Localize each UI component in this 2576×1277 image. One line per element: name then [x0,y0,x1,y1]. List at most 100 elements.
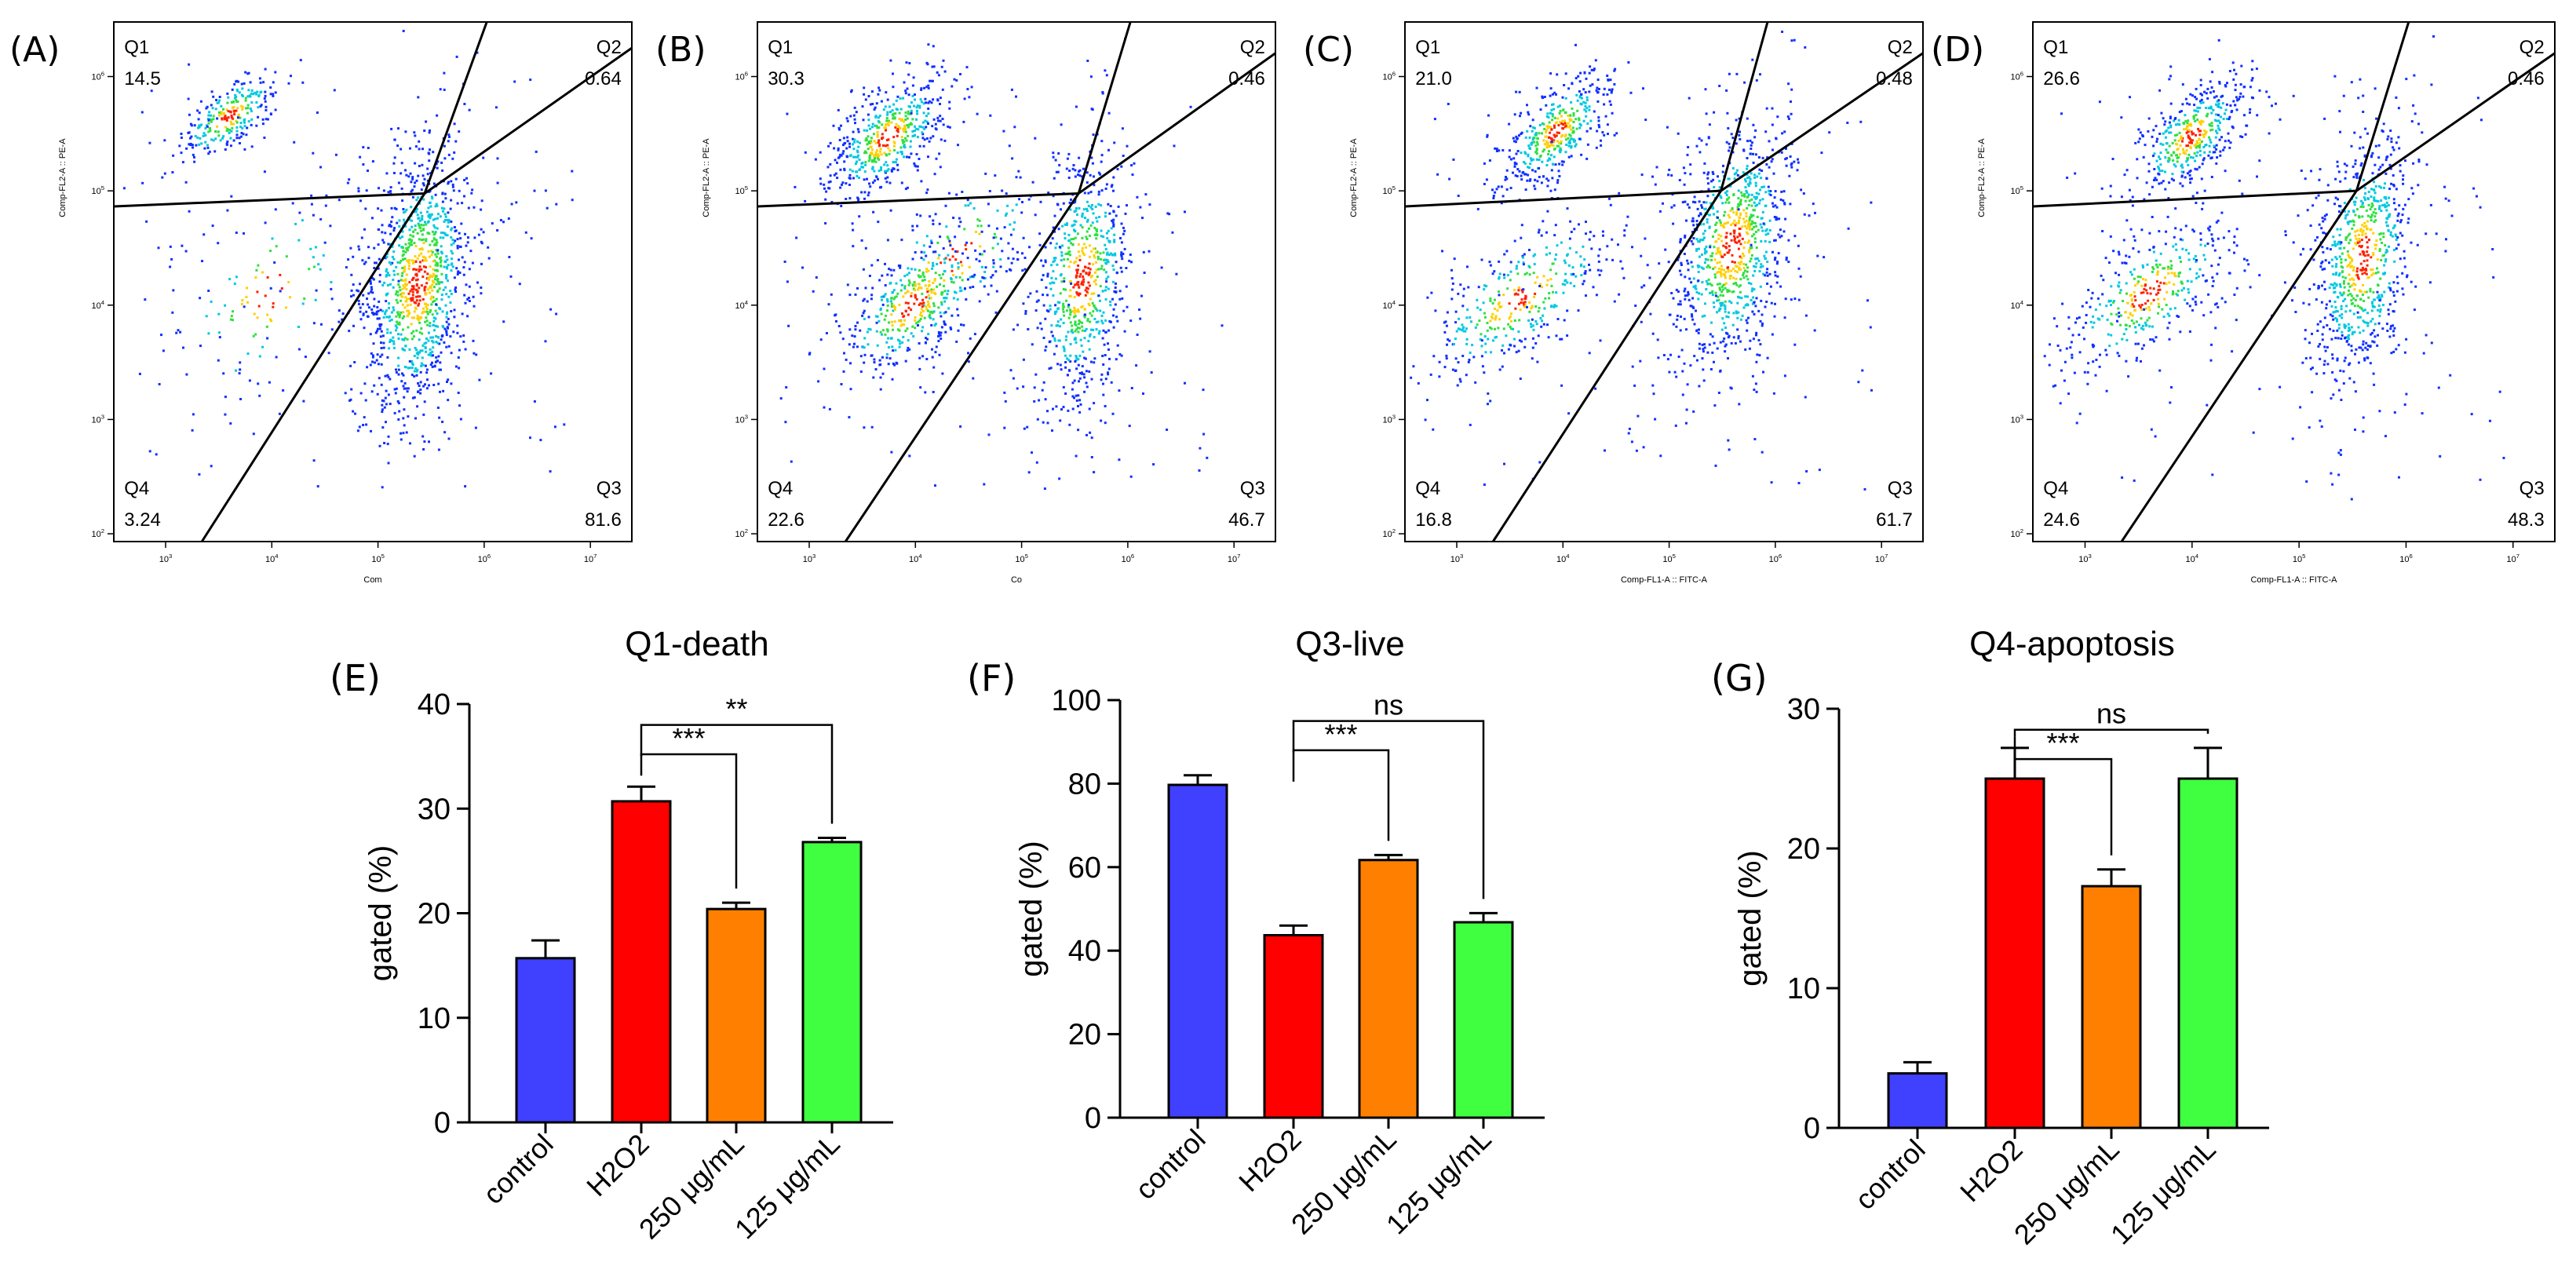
y-tick-label: 105 [91,184,104,196]
y-tick-label: 40 [1068,935,1101,968]
x-tick-label: 107 [2507,553,2520,564]
y-tick-label: 10 [418,1002,451,1035]
x-axis-label: Com [363,575,381,585]
x-axis-label: Comp-FL1-A :: FITC-A [2250,575,2337,585]
quadrant-value-q4: 24.6 [2043,509,2080,531]
scatter-points [1410,31,1873,491]
quadrant-gate-line [2120,190,2358,542]
y-tick-label: 103 [2010,413,2023,425]
y-tick-label: 104 [2010,299,2023,311]
bar-chart-0: (E) Q1-death 0 10 20 30 40 gated (%) control H2O2… [330,625,893,1245]
y-tick-label: 10 [1787,972,1820,1005]
x-tick-label: 107 [1875,553,1888,564]
quadrant-value-q4: 16.8 [1415,509,1452,531]
plot-frame [2032,21,2556,542]
quadrant-name: Q4 [124,478,149,499]
x-axis-label: Comp-FL1-A :: FITC-A [1621,575,1708,585]
y-tick-label: 102 [91,527,104,539]
x-tick-label: 125 μg/mL [2104,1133,2222,1251]
x-tick-label: 105 [1662,553,1676,564]
x-tick-label: control [1129,1123,1211,1206]
bar [1984,777,2045,1129]
y-tick-label: 104 [735,299,748,311]
y-tick-label: 20 [1068,1019,1101,1052]
y-tick-label: 20 [418,898,451,931]
x-tick-label: 103 [2078,553,2092,564]
y-tick-label: 100 [1052,684,1101,717]
panel-label: (F) [967,657,1016,699]
quadrant-gate-line [2355,21,2410,192]
quadrant-value-q3: 48.3 [2508,509,2545,531]
quadrant-name: Q1 [768,37,793,58]
y-tick-label: 80 [1068,768,1101,801]
significance-bracket [640,724,834,824]
panel-label: (E) [330,657,381,699]
panel-label: (A) [9,30,60,70]
quadrant-value-q1: 26.6 [2043,68,2080,89]
x-tick-label: 104 [265,553,279,564]
y-tick-label: 106 [2010,71,2023,82]
quadrant-name: Q2 [2519,37,2545,58]
significance-bracket [640,753,738,889]
quadrant-gate-line [1720,52,1924,192]
y-tick-label: 20 [1787,833,1820,866]
quadrant-name: Q2 [1888,37,1913,58]
panel-label: (C) [1303,30,1354,70]
chart-title: Q1-death [625,625,768,663]
quadrant-value-q2: 0.48 [1876,68,1913,89]
y-tick-label: 102 [735,527,748,539]
panel-label: (D) [1931,30,1984,70]
quadrant-gate-line [423,21,488,194]
bar [1887,1072,1948,1129]
quadrant-gate-line [200,192,426,542]
quadrant-gate-line [757,192,1079,208]
plot-frame [113,21,633,542]
y-axis-label: Comp-FL2-A :: PE-A [1977,138,1987,217]
x-tick-label: 103 [159,553,173,564]
y-axis-label: Comp-FL2-A :: PE-A [702,138,711,217]
y-tick-label: 105 [735,184,748,196]
bar [1453,921,1514,1119]
quadrant-gate-line [844,192,1080,542]
y-tick-label: 106 [735,71,748,82]
y-axis-label: gated (%) [1014,841,1049,976]
quadrant-name: Q3 [1888,478,1913,499]
x-tick-label: 105 [1015,553,1028,564]
x-tick-label: H2O2 [1232,1123,1307,1198]
bar [801,841,863,1124]
scatter-points [2043,35,2505,501]
significance-bracket [1292,720,1485,899]
quadrant-name: Q2 [1240,37,1265,58]
y-tick-label: 103 [91,413,104,425]
quadrant-gate-line [1491,190,1722,542]
significance-label: ns [1374,689,1403,721]
flow-panel-3: (D) Q1 26.6 Q2 0.46 Q4 24.6 Q3 48.3 103 104 105 106 1… [1931,21,2556,585]
x-tick-label: 125 μg/mL [728,1128,846,1246]
quadrant-name: Q3 [597,478,622,499]
chart-title: Q4-apoptosis [1969,625,2175,663]
y-tick-label: 60 [1068,852,1101,885]
panel-label: (B) [655,30,706,70]
quadrant-name: Q3 [2519,478,2545,499]
y-tick-label: 102 [1382,527,1396,539]
y-tick-label: 104 [91,299,104,311]
y-tick-label: 40 [418,688,451,721]
significance-bracket [1292,749,1390,841]
y-tick-label: 106 [1382,71,1396,82]
x-tick-label: 103 [1450,553,1464,564]
y-tick-label: 103 [735,413,748,425]
quadrant-gate-line [2355,52,2556,192]
x-tick-label: 125 μg/mL [1380,1123,1498,1241]
scatter-points [122,30,574,489]
scatter-points [779,38,1224,491]
quadrant-name: Q4 [768,478,793,499]
quadrant-gate-line [1077,21,1132,194]
y-tick-label: 30 [1787,693,1820,726]
quadrant-name: Q4 [2043,478,2068,499]
x-tick-label: 104 [909,553,922,564]
x-tick-label: H2O2 [580,1128,655,1202]
quadrant-value-q4: 22.6 [768,509,805,531]
quadrant-gate-line [424,46,633,195]
quadrant-name: Q1 [1415,37,1440,58]
